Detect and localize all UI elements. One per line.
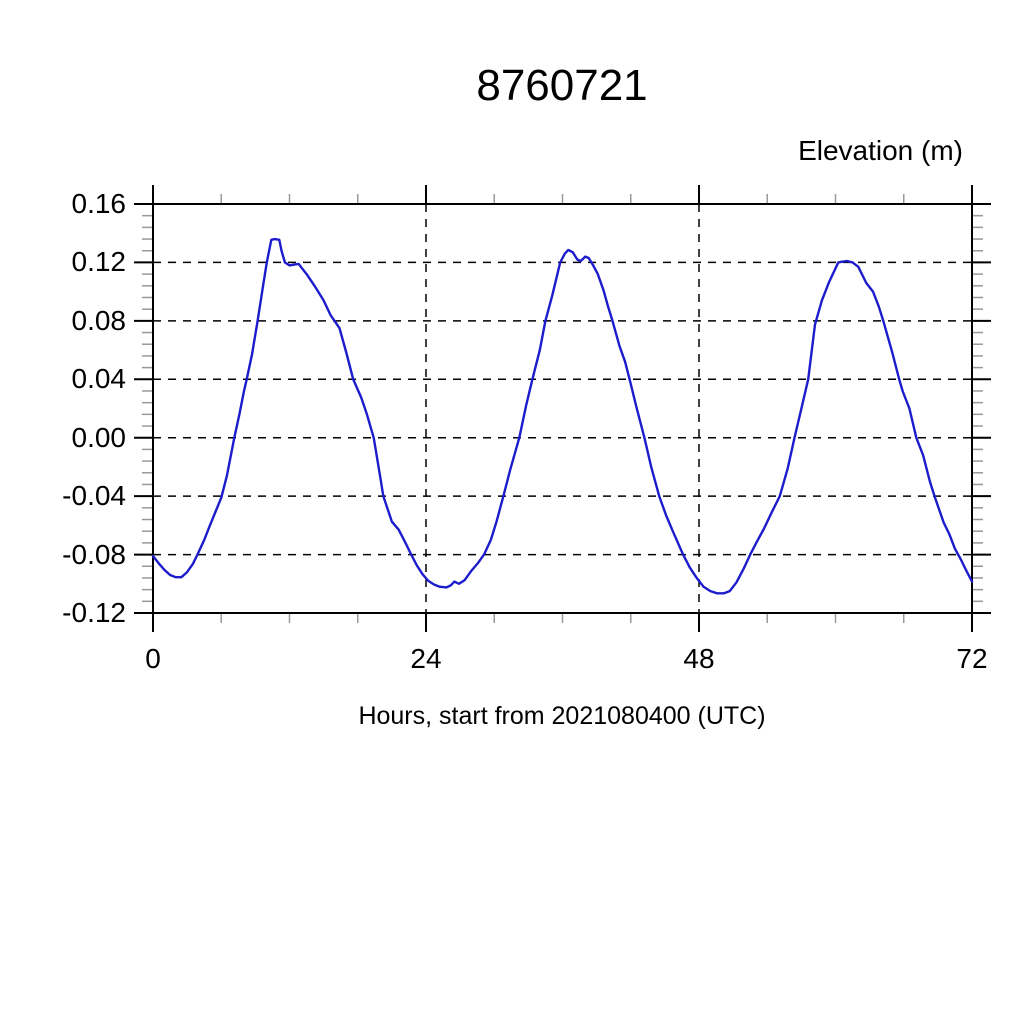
y-tick-label: 0.08 <box>71 304 127 336</box>
x-tick-label: 72 <box>956 643 988 674</box>
x-tick-label: 48 <box>683 643 715 674</box>
y-tick-label: 0.16 <box>71 188 127 219</box>
y-tick-label: -0.08 <box>62 538 126 570</box>
elevation-line <box>151 237 974 595</box>
chart-title: 8760721 <box>476 61 648 110</box>
y-tick-label: -0.12 <box>62 597 126 628</box>
y-tick-label: 0.12 <box>71 246 127 278</box>
y-tick-label: -0.04 <box>62 480 126 512</box>
y-axis-title: Elevation (m) <box>798 135 963 166</box>
y-tick-label: 0.04 <box>71 363 127 395</box>
x-axis-title: Hours, start from 2021080400 (UTC) <box>358 702 766 730</box>
x-tick-label: 0 <box>145 643 161 674</box>
y-tick-label: 0.00 <box>71 421 127 453</box>
x-tick-label: 24 <box>410 643 442 674</box>
